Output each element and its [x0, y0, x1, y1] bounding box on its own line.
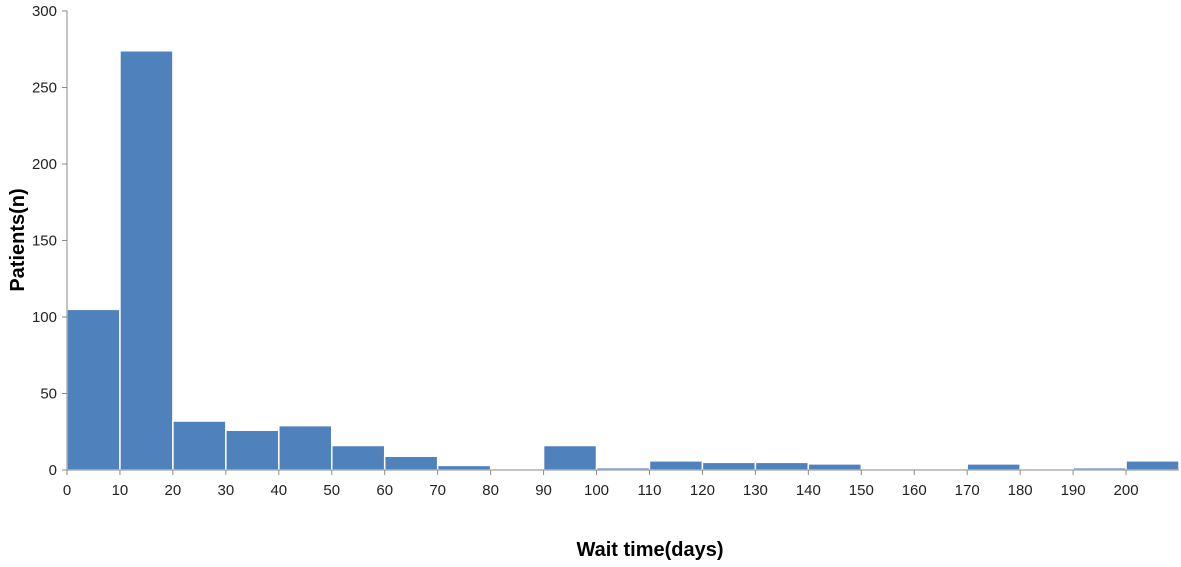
- y-tick-label: 200: [32, 156, 57, 173]
- y-tick-label: 250: [32, 80, 57, 97]
- x-tick-label: 80: [482, 482, 499, 499]
- bar-70-80: [436, 464, 492, 471]
- x-tick-label: 120: [690, 482, 715, 499]
- x-tick-label: 190: [1061, 482, 1086, 499]
- x-tick-label: 130: [743, 482, 768, 499]
- x-tick-label: 60: [376, 482, 393, 499]
- x-tick-label: 30: [218, 482, 235, 499]
- x-tick-label: 0: [63, 482, 71, 499]
- x-tick-label: 150: [849, 482, 874, 499]
- bar-130-140: [754, 461, 810, 471]
- bar-30-40: [225, 429, 280, 471]
- x-axis-title: Wait time(days): [576, 539, 723, 561]
- bar-140-150: [807, 463, 863, 471]
- x-tick-label: 180: [1008, 482, 1033, 499]
- bar-110-120: [648, 460, 704, 471]
- x-tick-label: 70: [429, 482, 446, 499]
- y-tick-label: 50: [40, 386, 57, 403]
- y-axis-title: Patients(n): [7, 188, 29, 291]
- x-tick-label: 170: [955, 482, 980, 499]
- bar-0-10: [66, 308, 121, 471]
- x-tick-label: 20: [165, 482, 182, 499]
- x-tick-label: 110: [638, 482, 662, 499]
- y-axis-ticks: 0 50 100 150 200 250 300: [32, 3, 67, 479]
- bar-170-180: [966, 463, 1021, 471]
- bar-50-60: [331, 444, 386, 471]
- x-tick-label: 160: [902, 482, 927, 499]
- bar-90-100: [542, 444, 598, 471]
- y-tick-label: 300: [32, 3, 57, 20]
- x-tick-label: 140: [796, 482, 821, 499]
- y-tick-label: 100: [32, 309, 57, 326]
- x-tick-label: 50: [323, 482, 340, 499]
- bar-40-50: [278, 424, 333, 471]
- bar-20-30: [172, 420, 227, 471]
- bars-group: [66, 50, 1180, 471]
- x-tick-label: 40: [270, 482, 287, 499]
- x-axis-ticks: 0 10 20 30 40 50 60 70 80 90 100 110 120 130 140 150 160…: [63, 470, 1139, 499]
- x-tick-label: 100: [584, 482, 609, 499]
- y-tick-label: 0: [49, 462, 57, 479]
- bar-120-130: [701, 461, 757, 471]
- bar-60-70: [383, 455, 439, 471]
- x-tick-label: 90: [535, 482, 552, 499]
- y-tick-label: 150: [32, 233, 57, 250]
- x-tick-label: 10: [112, 482, 129, 499]
- bar-200-210: [1125, 460, 1180, 471]
- x-tick-label: 200: [1114, 482, 1139, 499]
- bar-10-20: [119, 50, 174, 471]
